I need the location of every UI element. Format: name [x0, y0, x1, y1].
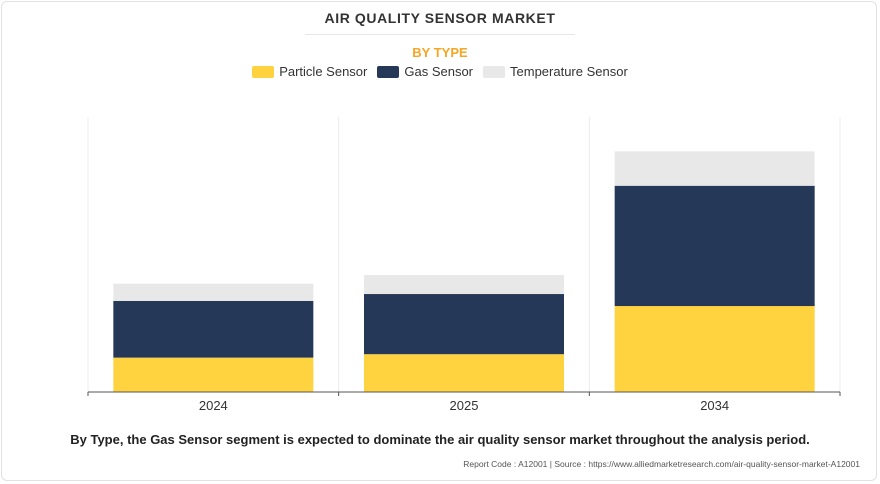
chart-subtitle: BY TYPE — [412, 45, 468, 60]
x-tick-label: 2024 — [199, 398, 228, 413]
legend-item-particle-sensor[interactable]: Particle Sensor — [252, 64, 367, 79]
legend-label-particle-sensor: Particle Sensor — [279, 64, 368, 79]
chart-caption: By Type, the Gas Sensor segment is expec… — [70, 432, 810, 447]
bar-2024-gas-sensor — [113, 300, 314, 358]
chart-title: AIR QUALITY SENSOR MARKET — [324, 10, 556, 26]
legend-swatch-temperature-sensor — [483, 65, 506, 78]
legend-swatch-gas-sensor — [377, 65, 400, 78]
stacked-bar-chart: 2024 2025 2034 — [87, 117, 841, 413]
legend-label-temperature-sensor: Temperature Sensor — [510, 64, 628, 79]
title-divider — [305, 34, 575, 35]
bar-2024-particle-sensor — [113, 357, 314, 392]
bar-2034-particle-sensor — [614, 306, 815, 392]
bar-2024-temperature-sensor — [113, 283, 314, 301]
legend-label-gas-sensor: Gas Sensor — [404, 64, 474, 79]
x-tick-label: 2025 — [450, 398, 479, 413]
bar-2025-particle-sensor — [364, 354, 564, 392]
bar-2034-gas-sensor — [614, 185, 815, 307]
bar-2025-temperature-sensor — [364, 275, 564, 295]
bar-2034-temperature-sensor — [614, 151, 815, 186]
bar-2025-gas-sensor — [364, 294, 564, 355]
legend: Particle Sensor Gas Sensor Temperature S… — [0, 64, 880, 79]
legend-swatch-particle-sensor — [252, 65, 275, 78]
source-note: Report Code : A12001 | Source : https://… — [463, 459, 860, 469]
legend-item-temperature-sensor[interactable]: Temperature Sensor — [483, 64, 628, 79]
x-tick-label: 2034 — [700, 398, 729, 413]
legend-item-gas-sensor[interactable]: Gas Sensor — [377, 64, 473, 79]
